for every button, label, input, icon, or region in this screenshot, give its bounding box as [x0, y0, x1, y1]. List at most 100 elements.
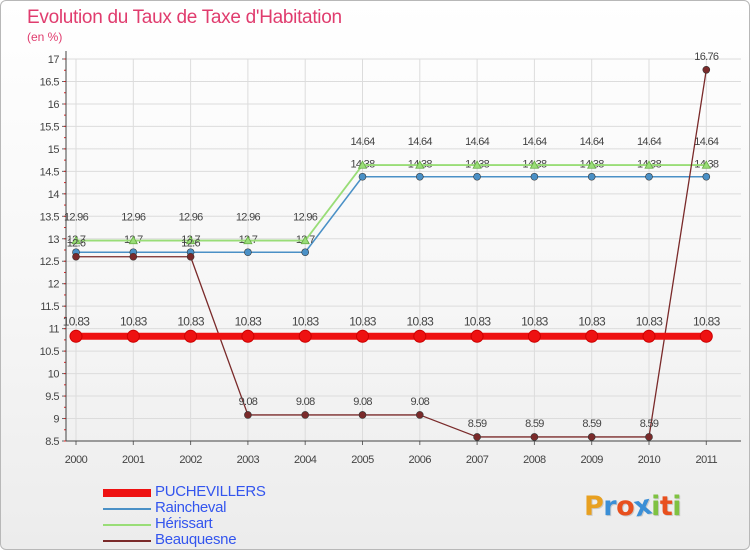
legend-label: Beauquesne [155, 531, 237, 548]
legend-swatch [103, 540, 151, 542]
legend-swatch [103, 489, 151, 497]
data-label: 10.83 [177, 314, 205, 328]
data-label: 10.83 [636, 314, 664, 328]
data-point [185, 235, 196, 245]
brand-letter: i [672, 491, 682, 522]
y-tick-label: 13 [48, 234, 60, 246]
data-label: 10.83 [407, 314, 435, 328]
data-label: 10.83 [292, 314, 320, 328]
legend-item: PUCHEVILLERS [103, 483, 343, 501]
data-label: 12.96 [293, 212, 318, 224]
series-beauquesne: 12.6 12.6 9.08 9.08 9.08 9.08 8.59 8.59 8.59 8.59… [67, 51, 720, 441]
data-point [701, 160, 711, 169]
data-point [645, 433, 653, 441]
data-label: 9.08 [239, 396, 258, 408]
data-label: 12.96 [64, 212, 89, 224]
data-label: 12.6 [181, 238, 200, 250]
x-tick-label: 2005 [351, 454, 374, 466]
data-label: 12.96 [179, 212, 204, 224]
legend-label: Raincheval [155, 499, 227, 516]
x-tick-label: 2001 [122, 454, 145, 466]
y-tick-label: 15 [48, 144, 60, 156]
x-tick-label: 2000 [65, 454, 88, 466]
brand-letter: t [659, 491, 673, 522]
chart-title: Evolution du Taux de Taxe d'Habitation [27, 7, 342, 28]
data-label: 14.64 [580, 136, 605, 148]
data-label: 8.59 [525, 418, 544, 430]
data-label: 14.64 [522, 136, 547, 148]
data-point [413, 329, 427, 343]
data-point [587, 172, 596, 181]
data-point [415, 411, 424, 419]
x-tick-label: 2009 [580, 454, 603, 466]
data-point [358, 172, 367, 181]
data-label: 14.64 [408, 136, 433, 148]
data-point [642, 329, 656, 343]
series-line [76, 164, 707, 242]
y-tick-label: 16.5 [40, 76, 60, 88]
brand-logo: Proxiti [584, 490, 682, 524]
data-label: 12.96 [236, 212, 261, 224]
y-tick-label: 9.5 [45, 391, 59, 403]
data-point [300, 235, 310, 245]
data-point [72, 252, 80, 261]
legend-swatch [103, 524, 151, 526]
brand-letter: o [616, 491, 635, 522]
data-point [415, 160, 425, 169]
data-point [129, 252, 138, 261]
y-tick-label: 10 [48, 369, 60, 381]
data-label: 9.08 [353, 396, 372, 408]
x-tick-label: 2002 [179, 454, 202, 466]
data-label: 9.08 [296, 396, 315, 408]
x-tick-label: 2004 [294, 454, 317, 466]
data-label: 14.64 [465, 136, 490, 148]
y-tick-label: 12.5 [40, 256, 60, 268]
data-point [470, 329, 484, 343]
data-label: 14.64 [637, 136, 662, 148]
data-point [472, 160, 482, 169]
data-point [69, 329, 83, 343]
data-point [587, 160, 597, 169]
data-label: 12.6 [67, 238, 86, 250]
data-point [585, 329, 599, 343]
y-tick-label: 10.5 [40, 346, 60, 358]
y-tick-label: 16 [48, 99, 60, 111]
data-point [587, 433, 596, 441]
legend-item: Raincheval [103, 499, 343, 517]
data-point [184, 329, 198, 343]
data-point [529, 160, 540, 169]
data-point [357, 160, 368, 169]
data-point [128, 235, 138, 245]
data-point [298, 329, 312, 343]
brand-letter: r [603, 491, 617, 522]
data-point [645, 172, 653, 181]
data-point [244, 411, 252, 419]
y-tick-label: 12 [48, 279, 60, 291]
y-tick-label: 8.5 [45, 436, 59, 448]
data-label: 10.83 [464, 314, 492, 328]
series-puchevillers: 10.83 10.83 10.83 10.83 10.83 10.83 10.83 10.83… [63, 314, 721, 343]
brand-letter: P [584, 491, 604, 522]
y-tick-label: 11.5 [40, 301, 59, 313]
y-tick-label: 17 [48, 54, 60, 66]
data-label: 14.64 [694, 136, 719, 148]
data-label: 8.59 [582, 418, 601, 430]
data-label: 10.83 [235, 314, 263, 328]
x-tick-label: 2010 [638, 454, 661, 466]
data-point [358, 411, 367, 419]
data-label: 10.83 [578, 314, 606, 328]
data-label: 10.83 [693, 314, 721, 328]
data-point [301, 411, 310, 419]
x-tick-label: 2007 [466, 454, 489, 466]
data-label: 8.59 [640, 418, 659, 430]
data-point [241, 329, 255, 343]
data-point [71, 235, 81, 245]
data-point [527, 329, 541, 343]
y-tick-label: 14 [48, 189, 60, 201]
data-point [244, 248, 252, 257]
legend-swatch [103, 508, 151, 510]
data-point [473, 433, 481, 441]
y-tick-label: 11 [49, 324, 60, 336]
